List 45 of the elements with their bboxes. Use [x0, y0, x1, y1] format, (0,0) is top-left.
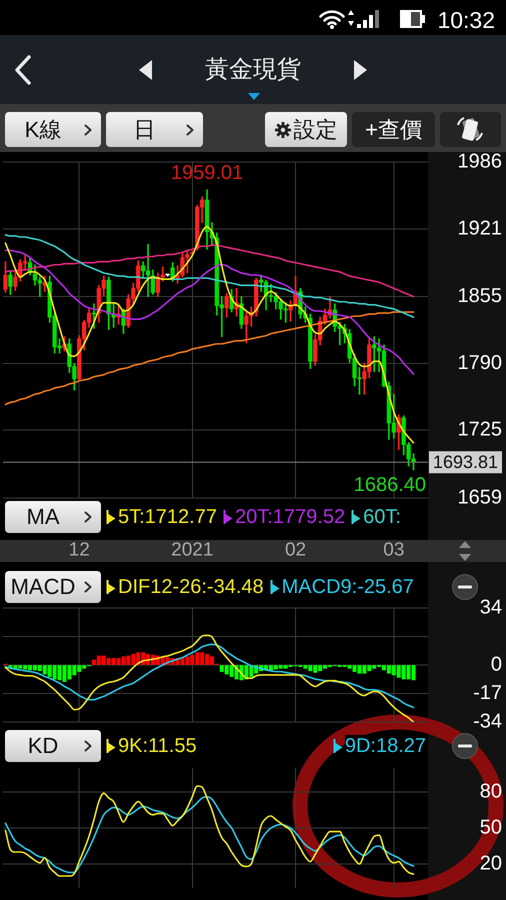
- y-tick-label: 1659: [458, 486, 502, 509]
- line-series: [4, 785, 414, 877]
- y-tick-label: 34: [480, 596, 502, 619]
- line-series: [4, 311, 414, 406]
- y-tick-label: 50: [480, 816, 502, 839]
- line-series: [4, 634, 414, 722]
- legend-label: 9D:18.27: [344, 735, 426, 757]
- line-series: [4, 644, 414, 708]
- legend-label: DIF12-26:-34.48: [118, 576, 264, 598]
- legend-title: MACD: [10, 574, 76, 599]
- chart-title: 黃金現貨: [205, 56, 301, 84]
- legend-label: MACD9:-25.67: [282, 576, 414, 598]
- text: 設定: [294, 116, 338, 142]
- x-tick-label: 12: [68, 540, 90, 561]
- legend-label: 5T:1712.77: [118, 506, 217, 528]
- y-tick-label: -17: [473, 682, 502, 704]
- legend-title: KD: [28, 733, 58, 758]
- y-tick-label: -34: [473, 710, 502, 733]
- x-tick-label: 03: [383, 540, 404, 561]
- text: 日: [134, 116, 156, 142]
- y-tick-label: 0: [490, 654, 502, 676]
- line-series: [4, 226, 414, 444]
- line-series: [4, 244, 414, 298]
- line-series: [4, 234, 414, 318]
- text: 10:32: [437, 7, 495, 33]
- line-series: [4, 796, 414, 874]
- text: K線: [24, 116, 62, 142]
- annotation: 1959.01: [170, 162, 244, 184]
- ref-line-label: 1693.81: [432, 452, 498, 472]
- line-series: [4, 250, 414, 375]
- legend-label: 20T:1779.52: [234, 506, 346, 528]
- y-tick-label: 1986: [458, 150, 502, 173]
- y-tick-label: 1790: [458, 352, 502, 374]
- text: +查價: [365, 116, 422, 142]
- legend-label: 9K:11.55: [118, 735, 197, 757]
- legend-title: MA: [26, 504, 60, 529]
- x-tick-label: 2021: [171, 540, 214, 561]
- y-tick-label: 1725: [458, 418, 502, 441]
- y-tick-label: 80: [480, 780, 502, 803]
- annotation: 1686.40: [354, 474, 426, 496]
- y-tick-label: 1855: [458, 285, 502, 308]
- legend-label: 60T:: [363, 506, 401, 528]
- y-tick-label: 20: [480, 852, 502, 875]
- x-tick-label: 02: [284, 540, 306, 561]
- y-tick-label: 1921: [458, 217, 502, 240]
